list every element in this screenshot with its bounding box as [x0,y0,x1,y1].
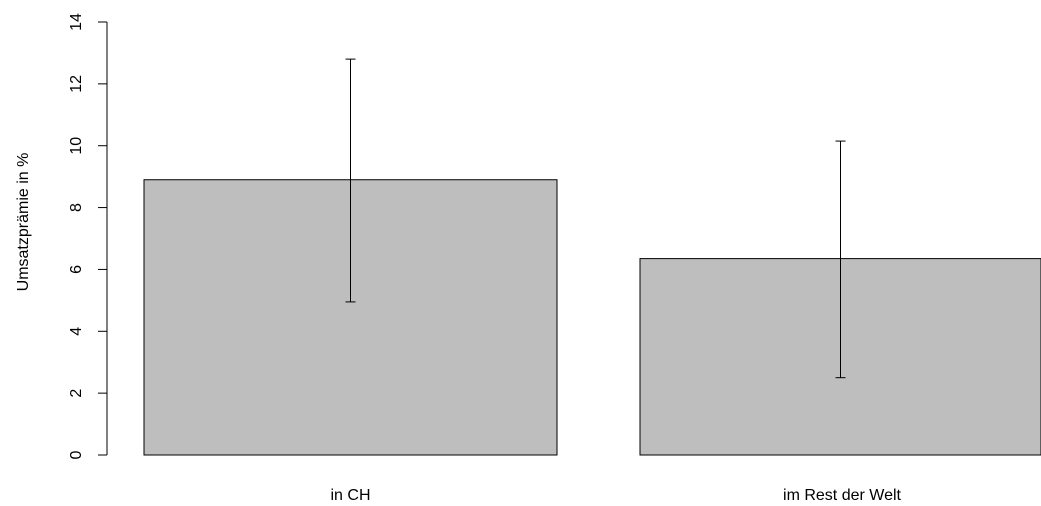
y-tick-label: 0 [68,450,85,459]
y-axis: 0 2 4 6 8 10 12 14 [68,13,108,459]
y-tick-label: 12 [68,75,85,93]
error-bars [345,58,846,379]
category-label: in CH [330,487,370,504]
bars [143,179,1041,456]
error-bar [345,58,356,303]
y-tick-label: 2 [68,389,85,398]
category-labels: in CH im Rest der Welt [330,487,901,504]
y-tick-label: 10 [68,137,85,155]
y-axis-title: Umsatzprämie in % [15,153,32,292]
category-label: im Rest der Welt [783,487,902,504]
y-tick-label: 6 [68,265,85,274]
y-tick-label: 4 [68,327,85,336]
y-tick-label: 14 [68,13,85,31]
y-tick-label: 8 [68,203,85,212]
error-bar [835,140,846,379]
